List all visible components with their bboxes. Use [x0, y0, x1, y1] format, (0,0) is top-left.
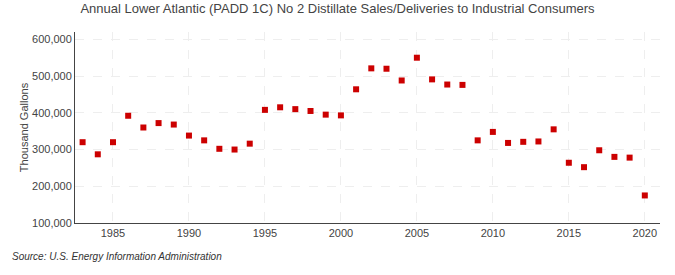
- svg-text:1990: 1990: [177, 227, 201, 239]
- svg-text:100,000: 100,000: [32, 217, 72, 229]
- svg-text:200,000: 200,000: [32, 180, 72, 192]
- svg-text:600,000: 600,000: [32, 33, 72, 45]
- svg-text:400,000: 400,000: [32, 107, 72, 119]
- svg-text:2020: 2020: [633, 227, 657, 239]
- svg-text:2015: 2015: [557, 227, 581, 239]
- svg-text:Thousand Gallons: Thousand Gallons: [18, 82, 30, 172]
- svg-text:Source: U.S. Energy Informatio: Source: U.S. Energy Information Administ…: [12, 251, 222, 262]
- svg-text:Annual Lower Atlantic (PADD 1C: Annual Lower Atlantic (PADD 1C) No 2 Dis…: [80, 1, 595, 16]
- svg-text:1995: 1995: [253, 227, 277, 239]
- svg-text:2005: 2005: [405, 227, 429, 239]
- svg-text:2000: 2000: [329, 227, 353, 239]
- svg-text:1985: 1985: [101, 227, 125, 239]
- svg-text:2010: 2010: [481, 227, 505, 239]
- svg-text:300,000: 300,000: [32, 143, 72, 155]
- svg-text:500,000: 500,000: [32, 70, 72, 82]
